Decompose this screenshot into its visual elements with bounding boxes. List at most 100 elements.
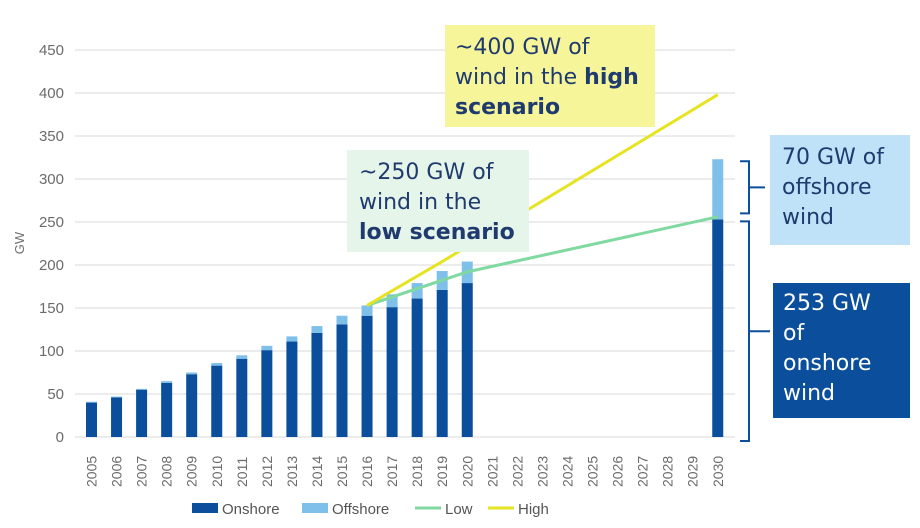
x-tick-label: 2013 (284, 456, 300, 487)
legend-label-onshore: Onshore (222, 501, 280, 518)
annotation-offshore: 70 GW of offshore wind (770, 135, 910, 245)
offshore-bar (211, 363, 223, 366)
x-tick-label: 2020 (459, 456, 475, 487)
legend-swatch-onshore (192, 503, 218, 513)
annotation-high-scenario: ~400 GW of wind in the high scenario (445, 25, 655, 127)
onshore-bar (386, 307, 398, 437)
offshore-bar (311, 326, 323, 333)
annotation-low-bold: low scenario (359, 220, 515, 245)
annotation-offshore-line3: wind (782, 205, 835, 230)
annotation-offshore-line2: offshore (782, 175, 872, 200)
x-tick-label: 2009 (184, 456, 200, 487)
offshore-bar (236, 355, 248, 359)
y-tick-label: 100 (39, 343, 64, 360)
high-scenario-line (366, 93, 719, 307)
onshore-bar (361, 315, 373, 437)
onshore-bar (436, 289, 448, 437)
offshore-bar (712, 159, 724, 220)
y-tick-label: 0 (56, 429, 64, 446)
offshore-bar (411, 283, 423, 299)
offshore-bar (161, 381, 173, 383)
x-tick-label: 2017 (384, 456, 400, 487)
onshore-bar (336, 324, 348, 437)
onshore-bracket (740, 220, 770, 442)
annotation-high-line1: ~400 GW of (455, 35, 590, 60)
annotation-low-line3: low scenario (359, 218, 517, 248)
x-tick-label: 2005 (84, 456, 100, 487)
onshore-bar (86, 402, 97, 437)
x-tick-label: 2028 (660, 456, 676, 487)
offshore-bar (261, 345, 273, 351)
x-tick-label: 2014 (309, 456, 325, 487)
offshore-bar (86, 401, 97, 403)
x-tick-label: 2012 (259, 456, 275, 487)
onshore-bar (712, 219, 724, 437)
legend-label-high: High (518, 501, 549, 518)
y-tick-label: 400 (39, 85, 64, 102)
annotation-low-scenario: ~250 GW of wind in the low scenario (347, 150, 529, 252)
offshore-bar (136, 388, 148, 390)
legend-label-low: Low (445, 501, 473, 518)
annotation-onshore-line4: wind (783, 381, 836, 406)
x-tick-label: 2023 (534, 456, 550, 487)
offshore-bar (186, 372, 198, 375)
annotation-high-line3-bold: scenario (455, 95, 561, 120)
x-tick-label: 2008 (159, 456, 175, 487)
y-tick-label: 350 (39, 128, 64, 145)
offshore-bar (361, 305, 373, 316)
onshore-bar (261, 350, 273, 437)
low-scenario-line (366, 215, 719, 307)
onshore-bar (461, 283, 473, 437)
annotation-onshore-line1: 253 GW (783, 291, 871, 316)
y-tick-label: 250 (39, 214, 64, 231)
y-tick-label: 150 (39, 300, 64, 317)
onshore-bar (161, 382, 173, 437)
y-tick-label: 200 (39, 257, 64, 274)
annotation-high-line2-text: wind in the (455, 65, 585, 90)
x-tick-label: 2006 (109, 456, 125, 487)
x-tick-label: 2007 (134, 456, 150, 487)
onshore-bar (211, 365, 223, 437)
offshore-bracket (740, 160, 765, 215)
x-tick-label: 2018 (409, 456, 425, 487)
x-tick-label: 2030 (710, 456, 726, 487)
bars (86, 159, 724, 437)
x-tick-label: 2029 (685, 456, 701, 487)
onshore-bar (286, 341, 298, 437)
x-tick-label: 2011 (234, 457, 250, 487)
x-tick-label: 2021 (484, 456, 500, 487)
onshore-bar (136, 389, 148, 437)
annotation-offshore-line1: 70 GW of (782, 145, 884, 170)
legend-swatch-offshore (302, 503, 328, 513)
annotation-high-bold-word: high (584, 65, 639, 90)
x-tick-label: 2019 (434, 456, 450, 487)
legend-label-offshore: Offshore (332, 501, 389, 518)
brackets (740, 160, 770, 442)
onshore-bar (411, 298, 423, 437)
annotation-onshore-line3: onshore (783, 351, 872, 376)
annotation-low-line2: wind in the (359, 190, 482, 215)
x-tick-label: 2026 (610, 456, 626, 487)
x-tick-label: 2022 (509, 456, 525, 487)
x-tick-label: 2025 (585, 456, 601, 487)
offshore-bar (111, 396, 123, 398)
scenario-lines (366, 93, 719, 307)
annotation-onshore: 253 GW of onshore wind (773, 283, 910, 418)
offshore-bar (386, 294, 398, 308)
x-tick-label: 2027 (635, 456, 651, 487)
legend: Onshore Offshore Low High (192, 501, 549, 518)
onshore-bar (111, 397, 123, 437)
x-tick-label: 2016 (359, 456, 375, 487)
y-tick-label: 300 (39, 171, 64, 188)
annotation-onshore-line2: of (783, 321, 805, 346)
offshore-bar (286, 336, 298, 342)
onshore-bar (236, 358, 248, 437)
x-tick-label: 2015 (334, 456, 350, 487)
annotation-high-line3: scenario (455, 93, 645, 123)
onshore-bar (311, 332, 323, 437)
x-tick-label: 2024 (559, 456, 575, 487)
y-axis-ticks: 0 50 100 150 200 250 300 350 400 450 (39, 42, 64, 446)
offshore-bar (336, 315, 348, 325)
y-tick-label: 450 (39, 42, 64, 59)
